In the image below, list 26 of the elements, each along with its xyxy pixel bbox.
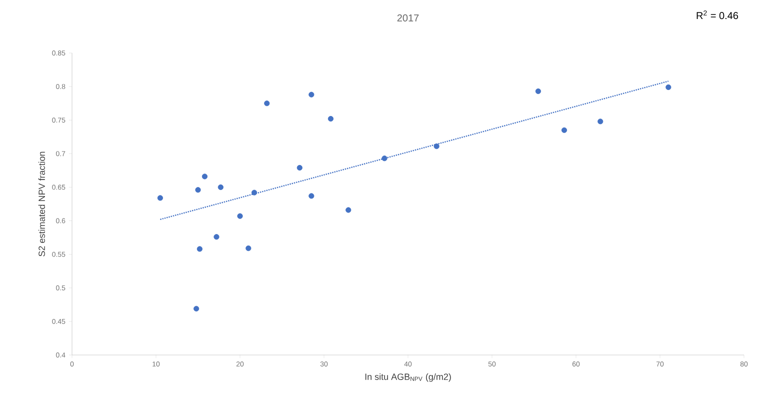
point — [296, 164, 302, 171]
point — [251, 190, 258, 196]
point — [202, 174, 208, 180]
point — [157, 195, 164, 201]
point — [264, 100, 270, 106]
x-axis-title: In situ AGB$_{NPV}$ (g/m2) — [365, 373, 451, 382]
point — [214, 234, 220, 240]
point — [598, 118, 604, 124]
point — [218, 184, 224, 190]
point — [666, 84, 672, 90]
point — [382, 156, 388, 162]
point — [308, 193, 314, 199]
point — [328, 116, 334, 122]
point — [246, 245, 252, 252]
point — [194, 306, 200, 312]
y-axis-title: S2 estimated NPV fraction — [38, 152, 45, 256]
point — [195, 187, 201, 193]
point — [346, 207, 352, 213]
point — [561, 127, 568, 133]
point — [237, 213, 243, 219]
text: R$^{2}$ = 0.46 — [696, 10, 738, 20]
point — [196, 246, 202, 252]
point — [535, 88, 541, 94]
point — [434, 143, 440, 150]
point — [308, 92, 314, 98]
chart-title: 2017 — [397, 14, 419, 22]
